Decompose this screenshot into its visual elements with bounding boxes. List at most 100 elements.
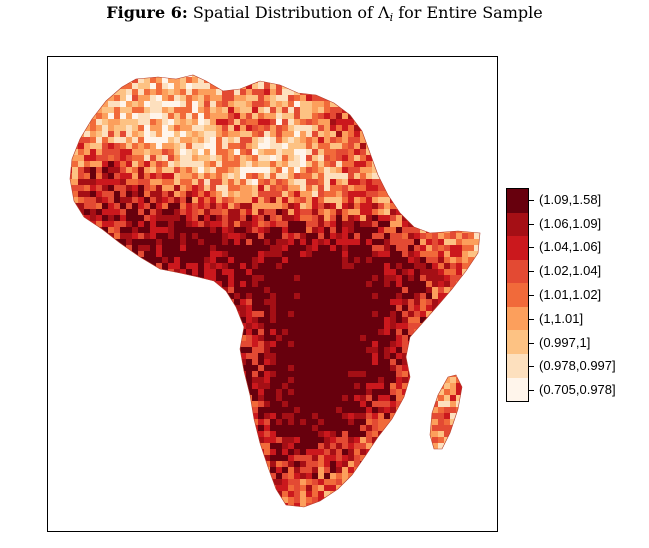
map-cell (156, 251, 162, 257)
map-cell (360, 287, 366, 293)
map-cell (390, 329, 396, 335)
map-cell (70, 137, 72, 143)
map-cell (474, 101, 480, 107)
map-cell (432, 197, 438, 203)
map-cell (438, 407, 444, 413)
map-cell (276, 347, 282, 353)
map-cell (438, 269, 444, 275)
map-cell (186, 245, 192, 251)
map-cell (126, 377, 132, 383)
map-cell (324, 209, 330, 215)
map-cell (408, 485, 414, 491)
map-cell (438, 479, 444, 485)
map-cell (396, 371, 402, 377)
map-cell (96, 467, 102, 473)
map-cell (396, 239, 402, 245)
map-cell (114, 137, 120, 143)
map-cell (204, 269, 210, 275)
map-cell (450, 353, 456, 359)
map-cell (300, 443, 306, 449)
map-cell (336, 479, 342, 485)
map-cell (192, 137, 198, 143)
map-cell (468, 395, 474, 401)
map-cell (78, 245, 84, 251)
map-cell (144, 119, 150, 125)
map-cell (108, 473, 114, 479)
map-cell (288, 173, 294, 179)
map-cell (198, 299, 204, 305)
map-cell (240, 407, 246, 413)
map-cell (132, 107, 138, 113)
map-cell (276, 323, 282, 329)
map-cell (438, 371, 444, 377)
map-cell (408, 161, 414, 167)
map-cell (198, 251, 204, 257)
map-cell (240, 275, 246, 281)
map-cell (384, 275, 390, 281)
map-cell (270, 251, 276, 257)
map-cell (432, 323, 438, 329)
map-cell (426, 401, 432, 407)
map-cell (432, 191, 438, 197)
map-cell (480, 395, 486, 401)
map-cell (222, 155, 228, 161)
map-cell (438, 221, 444, 227)
map-cell (246, 329, 252, 335)
map-cell (330, 113, 336, 119)
map-cell (114, 497, 120, 503)
map-cell (468, 161, 474, 167)
map-cell (462, 353, 468, 359)
map-cell (102, 335, 108, 341)
map-cell (144, 245, 150, 251)
map-cell (480, 449, 486, 455)
map-cell (258, 251, 264, 257)
map-cell (318, 365, 324, 371)
map-cell (336, 449, 342, 455)
map-cell (456, 143, 462, 149)
map-cell (288, 137, 294, 143)
map-cell (222, 251, 228, 257)
map-cell (228, 245, 234, 251)
map-cell (138, 395, 144, 401)
map-cell (168, 323, 174, 329)
map-cell (300, 101, 306, 107)
map-cell (108, 449, 114, 455)
map-cell (186, 359, 192, 365)
map-cell (384, 269, 390, 275)
map-cell (264, 197, 270, 203)
map-cell (72, 347, 78, 353)
map-cell (216, 401, 222, 407)
map-cell (342, 329, 348, 335)
map-cell (318, 335, 324, 341)
map-cell (480, 383, 486, 389)
map-cell (96, 365, 102, 371)
map-cell (324, 101, 330, 107)
map-cell (366, 431, 372, 437)
map-cell (222, 371, 228, 377)
map-cell (72, 449, 78, 455)
map-cell (450, 245, 456, 251)
map-cell (258, 245, 264, 251)
map-cell (372, 293, 378, 299)
map-cell (96, 239, 102, 245)
map-cell (234, 365, 240, 371)
map-cell (438, 413, 444, 419)
map-cell (480, 107, 486, 113)
map-cell (234, 107, 240, 113)
map-cell (210, 311, 216, 317)
map-cell (174, 461, 180, 467)
map-cell (258, 185, 264, 191)
map-cell (222, 179, 228, 185)
map-cell (336, 419, 342, 425)
map-cell (426, 269, 432, 275)
map-cell (360, 77, 366, 83)
map-cell (144, 479, 150, 485)
map-cell (144, 197, 150, 203)
map-cell (114, 431, 120, 437)
map-cell (300, 89, 306, 95)
map-cell (462, 461, 468, 467)
map-cell (438, 119, 444, 125)
map-cell (174, 473, 180, 479)
map-cell (168, 479, 174, 485)
map-cell (168, 75, 174, 77)
